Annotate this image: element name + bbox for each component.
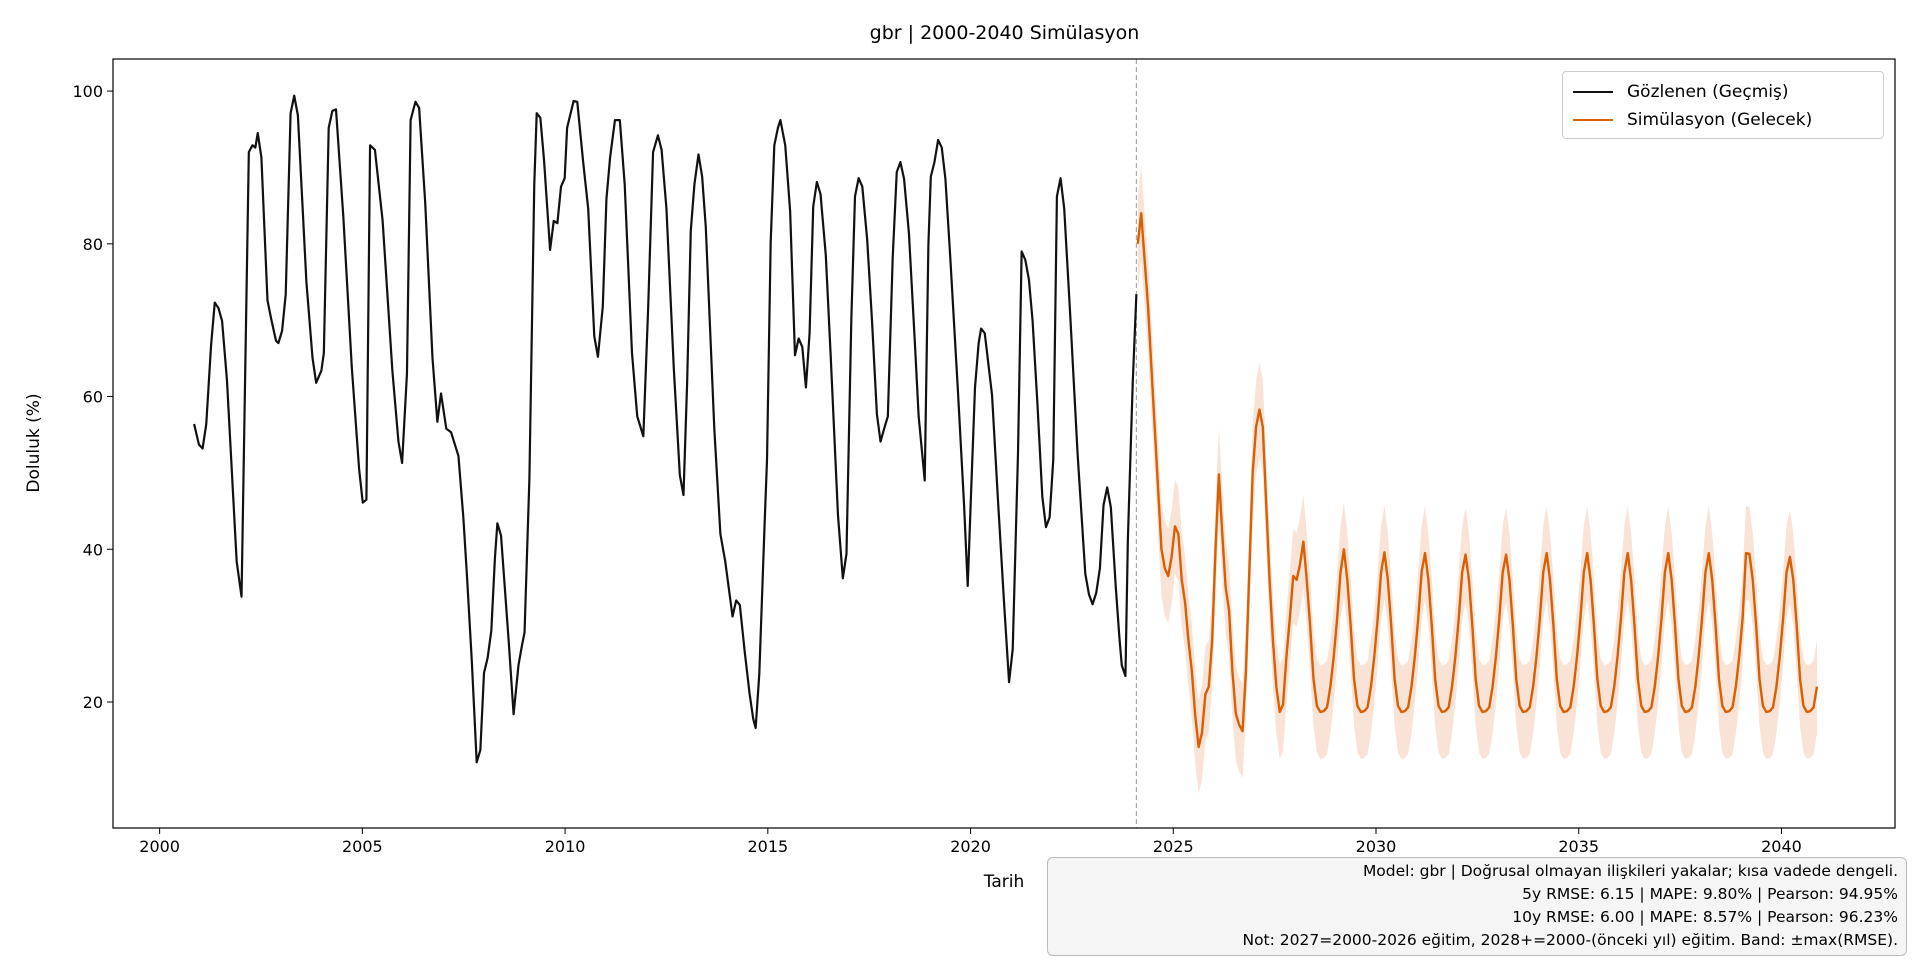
x-tick-label: 2015 — [747, 837, 788, 856]
legend-swatch-observed — [1573, 91, 1613, 93]
x-tick-label: 2040 — [1761, 837, 1802, 856]
y-tick-label: 60 — [83, 388, 103, 407]
y-axis-label: Doluluk (%) — [24, 393, 44, 493]
y-tick-label: 100 — [72, 82, 103, 101]
y-tick-label: 20 — [83, 693, 103, 712]
legend-item-forecast: Simülasyon (Gelecek) — [1573, 106, 1873, 134]
stats-line-model: Model: gbr | Doğrusal olmayan ilişkileri… — [1362, 862, 1898, 880]
y-tick-label: 80 — [83, 235, 103, 254]
x-axis-label: Tarih — [983, 872, 1025, 892]
model-stats-box: Model: gbr | Doğrusal olmayan ilişkileri… — [1047, 857, 1907, 956]
legend-label-observed: Gözlenen (Geçmiş) — [1627, 82, 1789, 102]
x-tick-label: 2005 — [342, 837, 383, 856]
chart-title: gbr | 2000-2040 Simülasyon — [869, 22, 1140, 44]
stats-line-5y: 5y RMSE: 6.15 | MAPE: 9.80% | Pearson: 9… — [1522, 885, 1898, 903]
plot-frame — [112, 58, 1896, 829]
x-tick-label: 2020 — [950, 837, 991, 856]
observed-series-line — [193, 94, 1138, 764]
legend-swatch-forecast — [1573, 119, 1613, 121]
stats-line-note: Not: 2027=2000-2026 eğitim, 2028+=2000-(… — [1242, 931, 1898, 949]
x-tick-label: 2025 — [1153, 837, 1194, 856]
forecast-series-line — [1136, 212, 1819, 749]
x-tick-label: 2000 — [139, 837, 180, 856]
x-tick-label: 2030 — [1356, 837, 1397, 856]
y-tick-label: 40 — [83, 540, 103, 559]
stats-line-10y: 10y RMSE: 6.00 | MAPE: 8.57% | Pearson: … — [1512, 908, 1898, 926]
legend: Gözlenen (Geçmiş) Simülasyon (Gelecek) — [1562, 71, 1884, 139]
legend-label-forecast: Simülasyon (Gelecek) — [1627, 110, 1813, 130]
x-tick-label: 2035 — [1558, 837, 1599, 856]
x-tick-label: 2010 — [545, 837, 586, 856]
uncertainty-band — [1137, 166, 1817, 795]
legend-item-observed: Gözlenen (Geçmiş) — [1573, 78, 1873, 106]
